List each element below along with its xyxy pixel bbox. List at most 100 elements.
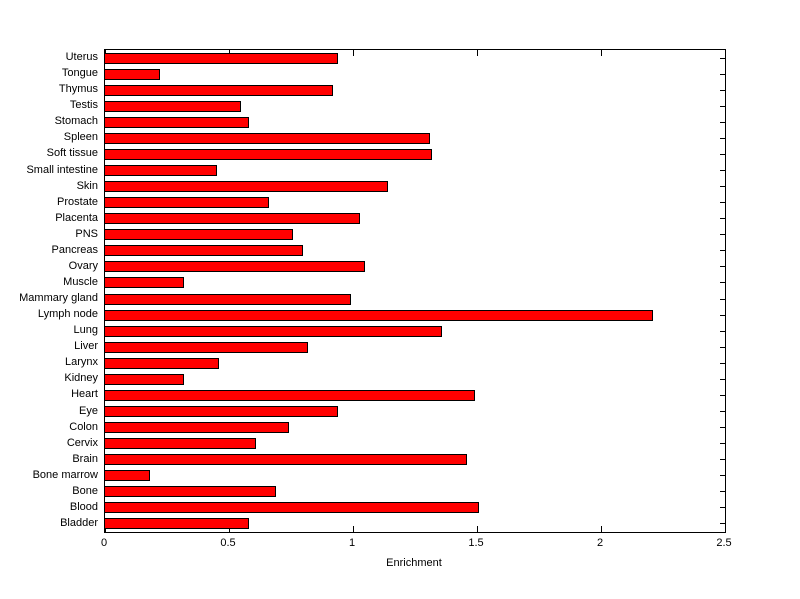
y-tick-right <box>720 170 725 171</box>
y-tick-label-soft-tissue: Soft tissue <box>46 147 98 160</box>
y-tick-right <box>720 346 725 348</box>
y-tick-right <box>720 57 725 59</box>
x-tick-label: 2.5 <box>716 537 732 549</box>
y-tick-right <box>720 186 725 188</box>
bar-stomach <box>105 116 249 128</box>
bar-larynx <box>105 357 220 369</box>
x-tick-label: 2 <box>596 537 604 549</box>
y-tick-label-spleen: Spleen <box>63 131 98 144</box>
bar-lung <box>105 325 443 337</box>
y-tick-right <box>720 362 725 364</box>
bar-kidney <box>105 373 185 385</box>
bar-placenta <box>105 213 361 225</box>
y-tick-right <box>720 475 725 477</box>
y-tick-label-pns: PNS <box>75 227 98 240</box>
y-tick-label-muscle: Muscle <box>63 275 98 288</box>
bar-eye <box>105 406 339 417</box>
bar-testis <box>105 100 242 112</box>
y-tick-label-mammary-gland: Mammary gland <box>19 292 98 305</box>
x-tick-label: 1 <box>348 537 356 549</box>
y-tick-label-small-intestine: Small intestine <box>26 163 98 176</box>
x-tick-top <box>600 50 602 56</box>
y-tick-label-stomach: Stomach <box>54 115 98 128</box>
x-tick-top <box>724 50 726 56</box>
bar-mammary-gland <box>105 293 351 305</box>
y-tick-right <box>720 73 725 75</box>
bar-skin <box>105 181 388 193</box>
y-tick-right <box>720 507 725 509</box>
y-tick-right <box>720 330 725 332</box>
bar-blood <box>105 502 480 514</box>
y-tick-right <box>720 523 725 525</box>
bar-heart <box>105 389 475 401</box>
y-tick-label-prostate: Prostate <box>57 195 98 208</box>
y-tick-label-heart: Heart <box>71 388 98 401</box>
y-tick-label-testis: Testis <box>69 99 98 112</box>
y-tick-right <box>720 234 725 236</box>
bar-cervix <box>105 438 257 450</box>
y-tick-label-skin: Skin <box>76 179 98 192</box>
y-tick-label-lung: Lung <box>73 324 98 337</box>
bar-bladder <box>105 518 249 530</box>
y-tick-right <box>720 153 725 155</box>
y-tick-label-pancreas: Pancreas <box>51 243 98 256</box>
x-tick-label: 0.5 <box>220 537 236 549</box>
x-tick-label: 1.5 <box>468 537 484 549</box>
y-tick-right <box>720 105 725 107</box>
y-tick-right <box>720 250 725 252</box>
y-tick-right <box>720 427 725 429</box>
y-tick-label-bone: Bone <box>72 484 98 497</box>
y-tick-label-cervix: Cervix <box>66 436 98 449</box>
bar-prostate <box>105 197 269 209</box>
x-tick-bottom <box>352 526 354 532</box>
y-tick-label-tongue: Tongue <box>61 67 98 80</box>
y-tick-label-bladder: Bladder <box>60 516 98 529</box>
bar-bone <box>105 486 277 498</box>
y-tick-right <box>720 411 725 412</box>
y-tick-label-uterus: Uterus <box>65 51 98 64</box>
x-tick-bottom <box>724 526 726 532</box>
y-tick-right <box>720 394 725 396</box>
y-tick-label-kidney: Kidney <box>64 372 98 385</box>
y-tick-right <box>720 121 725 123</box>
y-tick-label-brain: Brain <box>72 452 98 465</box>
x-tick-label: 0 <box>100 537 108 549</box>
y-tick-right <box>720 491 725 493</box>
y-tick-label-bone-marrow: Bone marrow <box>32 468 98 481</box>
y-tick-right <box>720 314 725 316</box>
bar-muscle <box>105 277 185 289</box>
y-tick-label-liver: Liver <box>74 340 98 353</box>
y-tick-label-eye: Eye <box>79 404 98 417</box>
y-tick-right <box>720 218 725 220</box>
plot-area <box>104 49 726 533</box>
bar-lymph-node <box>105 309 654 321</box>
bar-soft-tissue <box>105 148 433 160</box>
y-tick-right <box>720 202 725 204</box>
y-tick-label-thymus: Thymus <box>58 83 98 96</box>
bar-pancreas <box>105 245 304 257</box>
bar-ovary <box>105 261 366 273</box>
y-tick-right <box>720 459 725 461</box>
bar-uterus <box>105 52 339 64</box>
x-axis-label: Enrichment <box>386 557 442 569</box>
y-tick-right <box>720 298 725 300</box>
y-tick-label-ovary: Ovary <box>68 259 98 272</box>
bar-brain <box>105 454 468 466</box>
y-tick-label-blood: Blood <box>69 500 98 513</box>
bar-spleen <box>105 132 430 144</box>
bar-thymus <box>105 84 334 96</box>
x-tick-bottom <box>476 526 478 532</box>
bar-liver <box>105 341 309 353</box>
bar-small-intestine <box>105 165 217 176</box>
bar-colon <box>105 422 289 434</box>
y-tick-right <box>720 137 725 139</box>
y-tick-right <box>720 266 725 268</box>
y-tick-right <box>720 282 725 284</box>
x-tick-bottom <box>600 526 602 532</box>
y-tick-right <box>720 89 725 91</box>
bar-tongue <box>105 68 160 80</box>
bar-pns <box>105 229 294 241</box>
y-tick-label-larynx: Larynx <box>64 356 98 369</box>
x-tick-top <box>352 50 354 56</box>
